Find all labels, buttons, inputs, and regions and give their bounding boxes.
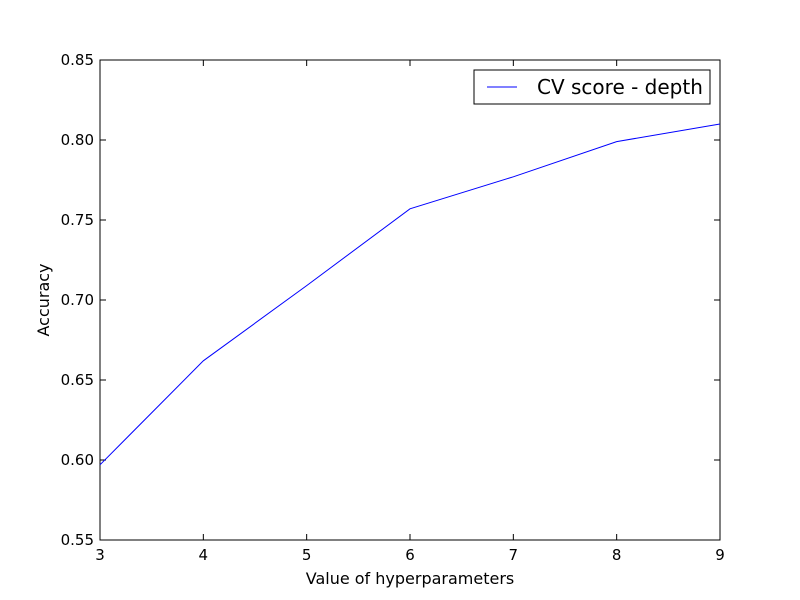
tick-labels: 3 4 5 6 7 8 9 0.55 0.60 0.65 0.70 0.75 0.80 0.85	[61, 51, 725, 564]
y-axis-label: Accuracy	[34, 263, 53, 336]
legend-label: CV score - depth	[537, 75, 703, 99]
x-tick-label: 4	[199, 546, 209, 564]
x-tick-label: 6	[405, 546, 415, 564]
x-tick-label: 7	[509, 546, 519, 564]
plot-area	[99, 59, 721, 541]
x-tick-label: 8	[612, 546, 622, 564]
series-line	[99, 123, 721, 466]
y-tick-label: 0.55	[61, 531, 94, 549]
series-group	[99, 123, 721, 466]
x-tick-label: 3	[95, 546, 105, 564]
x-tick-label: 5	[302, 546, 312, 564]
axis-ticks	[99, 59, 721, 541]
x-tick-label: 9	[715, 546, 725, 564]
y-tick-label: 0.80	[61, 131, 94, 149]
y-tick-label: 0.65	[61, 371, 94, 389]
legend: CV score - depth	[473, 69, 711, 105]
y-tick-label: 0.85	[61, 51, 94, 69]
y-tick-label: 0.60	[61, 451, 94, 469]
x-axis-label: Value of hyperparameters	[306, 569, 515, 588]
y-tick-label: 0.75	[61, 211, 94, 229]
y-tick-label: 0.70	[61, 291, 94, 309]
